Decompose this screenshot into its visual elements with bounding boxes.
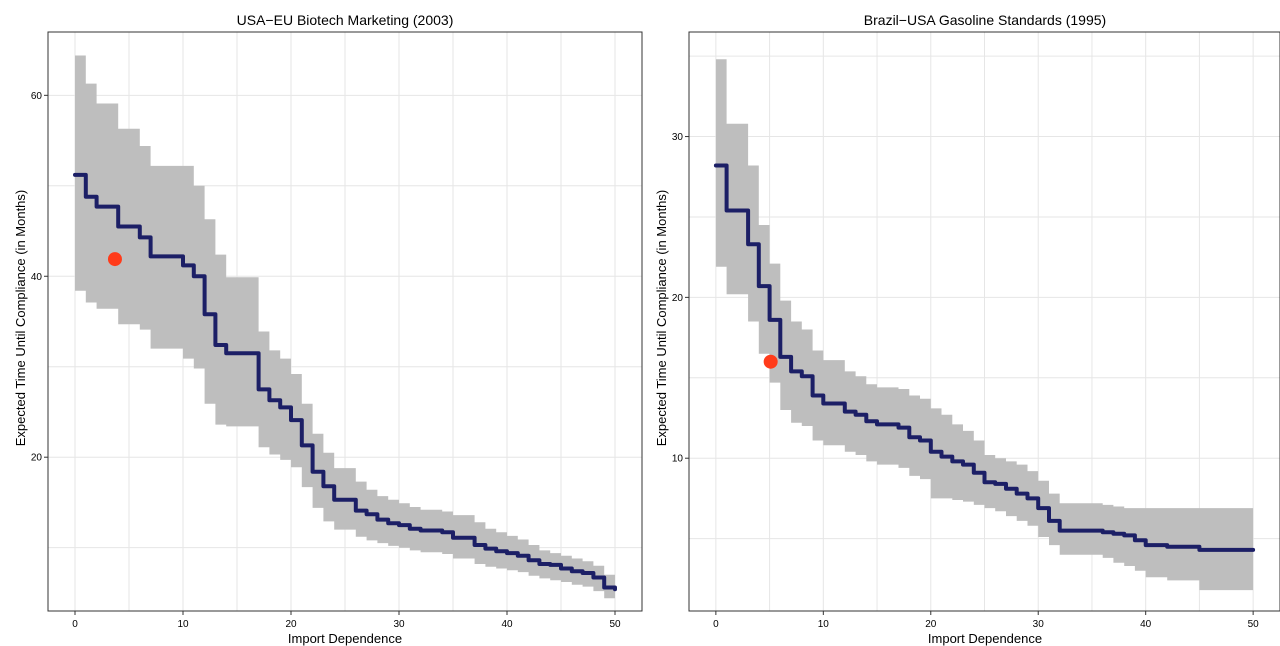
observed-point-group	[107, 252, 122, 267]
y-tick-label: 30	[672, 132, 684, 143]
observed-point	[107, 252, 122, 267]
panel-border	[688, 31, 1280, 612]
y-axis-label: Expected Time Until Compliance (in Month…	[654, 190, 669, 447]
grid	[48, 32, 642, 611]
x-tick-label: 40	[501, 619, 513, 630]
x-tick-label: 30	[1033, 619, 1045, 630]
y-tick-label: 60	[31, 91, 43, 102]
y-tick-label: 20	[31, 453, 43, 464]
x-tick-label: 0	[713, 619, 719, 630]
chart-title: USA−EU Biotech Marketing (2003)	[237, 12, 454, 28]
x-tick-label: 0	[72, 619, 78, 630]
panel-brazil-usa-gasoline: Brazil−USA Gasoline Standards (1995) Imp…	[654, 12, 1280, 646]
y-tick-label: 20	[672, 293, 684, 304]
x-tick-label: 50	[609, 619, 621, 630]
y-axis-label: Expected Time Until Compliance (in Month…	[13, 190, 28, 447]
y-tick-label: 40	[31, 272, 43, 283]
x-tick-label: 50	[1248, 619, 1260, 630]
axes: 0 10 20 30 40 50 10 20 30	[672, 31, 1280, 630]
x-tick-label: 20	[285, 619, 297, 630]
observed-point	[763, 354, 778, 369]
confidence-ribbon-group	[75, 55, 615, 601]
x-tick-label: 40	[1140, 619, 1152, 630]
observed-point-group	[763, 354, 778, 369]
expected-time-line	[713, 163, 1256, 552]
panel-border	[47, 31, 643, 612]
x-tick-label: 30	[393, 619, 405, 630]
confidence-ribbon	[75, 55, 615, 601]
x-tick-label: 10	[818, 619, 830, 630]
x-axis-label: Import Dependence	[288, 631, 402, 646]
axes: 0 10 20 30 40 50 20 40 60	[31, 31, 643, 630]
x-tick-label: 10	[177, 619, 189, 630]
chart-title: Brazil−USA Gasoline Standards (1995)	[864, 12, 1106, 28]
panel-usa-eu-biotech: USA−EU Biotech Marketing (2003) Import D…	[13, 12, 643, 646]
expected-time-line	[73, 172, 617, 592]
expected-time-line-group	[73, 172, 617, 592]
x-tick-label: 20	[925, 619, 937, 630]
y-tick-label: 10	[672, 454, 684, 465]
x-axis-label: Import Dependence	[928, 631, 1042, 646]
expected-time-line-group	[713, 163, 1256, 552]
